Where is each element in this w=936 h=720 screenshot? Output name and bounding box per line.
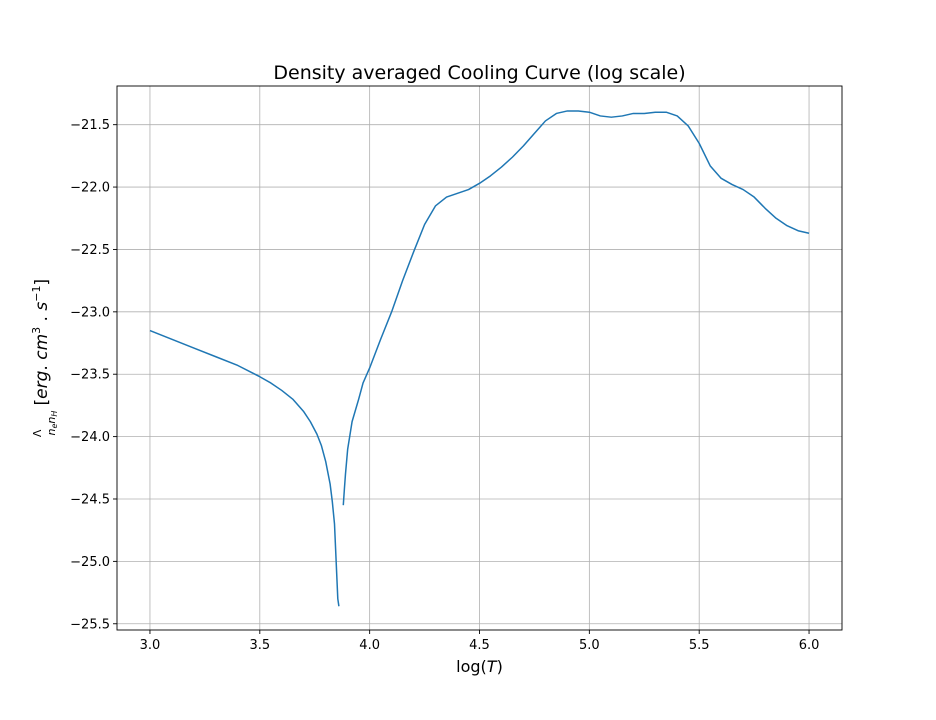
x-axis-title: log(T) <box>456 657 503 676</box>
y-ticks: −21.5 −22.0 −22.5 −23.0 −23.5 −24.0 −24.5 −25.0… <box>70 118 117 632</box>
y-tick-label: −23.5 <box>70 368 110 383</box>
x-tick-label: 6.0 <box>799 638 820 653</box>
cooling-curve-line-segment-1 <box>149 329 340 607</box>
y-tick-label: −23.0 <box>70 305 110 320</box>
x-tick-label: 4.0 <box>359 638 380 653</box>
grid-layer <box>117 86 842 630</box>
x-tick-label: 3.5 <box>249 638 270 653</box>
x-tick-label: 5.5 <box>689 638 710 653</box>
y-tick-label: −24.0 <box>70 430 110 445</box>
x-tick-label: 5.0 <box>579 638 600 653</box>
y-tick-label: −22.0 <box>70 181 110 196</box>
y-tick-label: −22.5 <box>70 243 110 258</box>
x-tick-label: 3.0 <box>140 638 161 653</box>
line-layer <box>149 110 810 607</box>
y-axis-title: Λ nenH [erg. cm3 . s−1] <box>26 279 61 437</box>
y-tick-label: −25.0 <box>70 555 110 570</box>
svg-text:Λ nenH [erg. cm3 .: Λ nenH [erg. cm3 . s−1] <box>26 279 61 437</box>
y-tick-label: −21.5 <box>70 118 110 133</box>
y-tick-label: −25.5 <box>70 617 110 632</box>
x-tick-label: 4.5 <box>469 638 490 653</box>
y-tick-label: −24.5 <box>70 492 110 507</box>
x-ticks: 3.0 3.5 4.0 4.5 5.0 5.5 6.0 <box>140 630 820 653</box>
chart-title: Density averaged Cooling Curve (log scal… <box>273 62 685 84</box>
cooling-curve-line-segment-2 <box>342 110 810 506</box>
